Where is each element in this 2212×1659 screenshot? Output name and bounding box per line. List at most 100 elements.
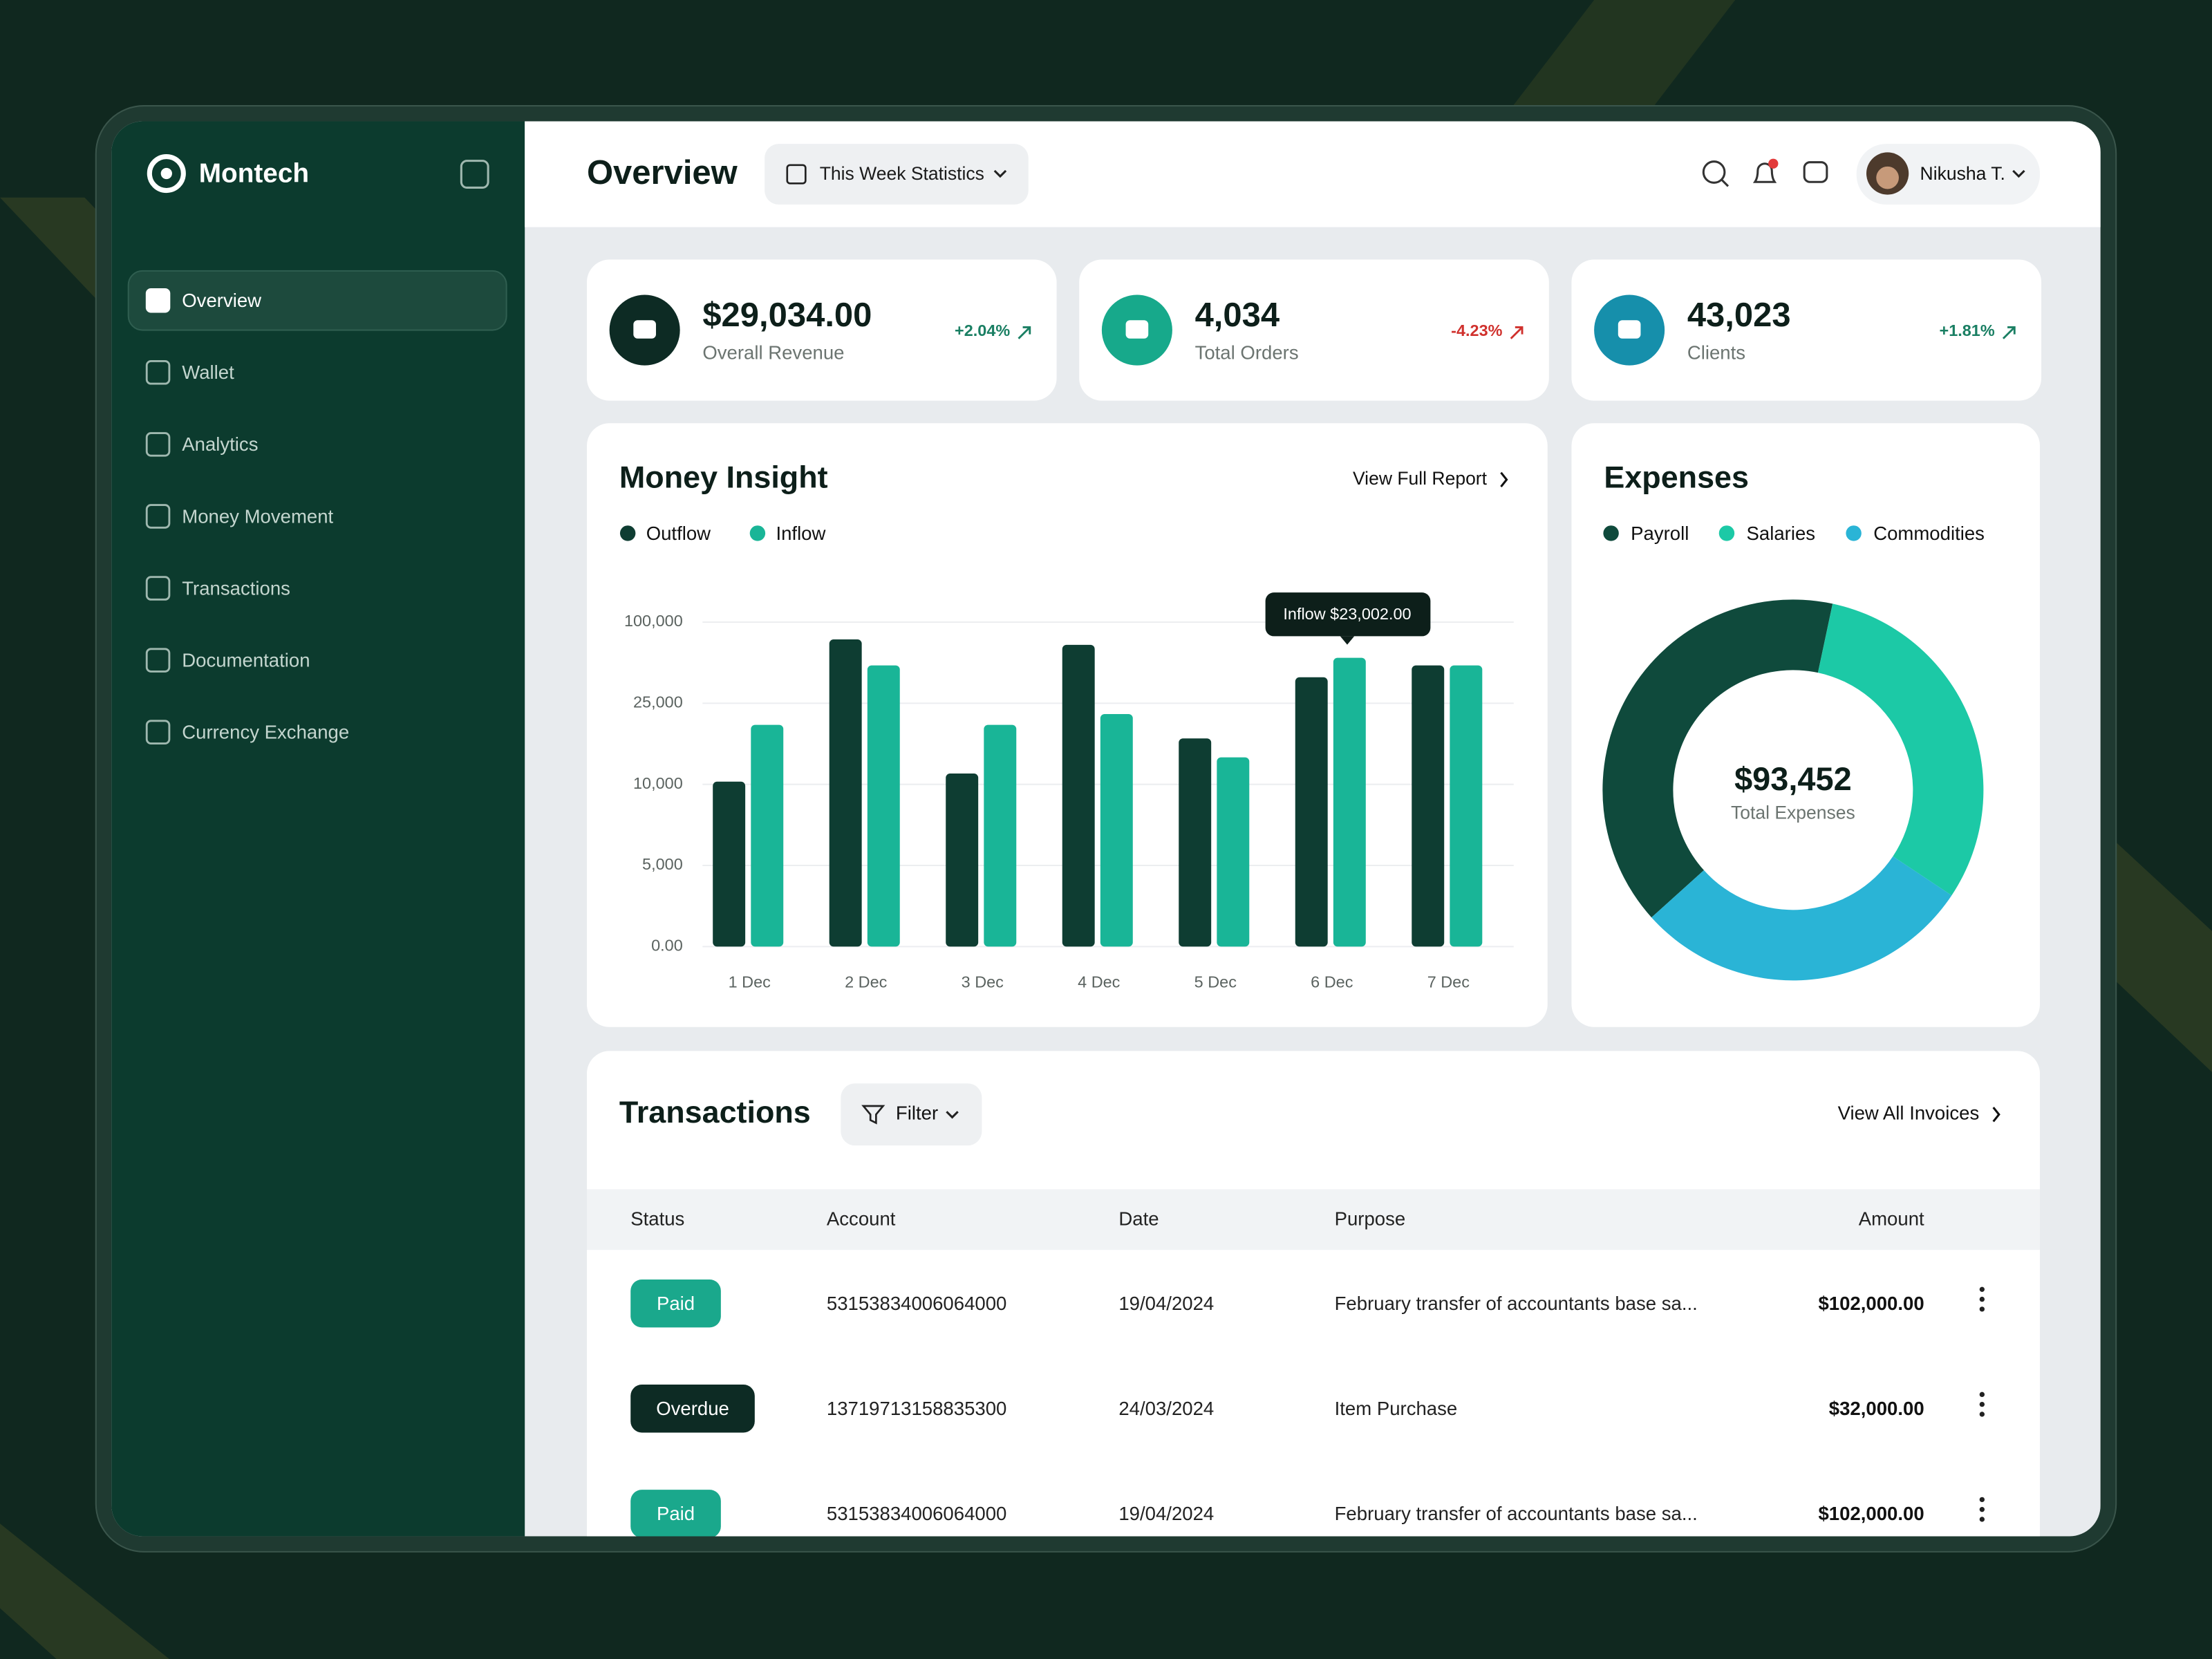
- chevron-right[interactable]: [1992, 1107, 2000, 1123]
- trend-arrow: [1510, 326, 1524, 339]
- menu-dot[interactable]: [1979, 1507, 1985, 1512]
- expenses-title: Expenses: [1604, 460, 1749, 495]
- bar: [829, 639, 862, 947]
- x-tick-label: 6 Dec: [1311, 973, 1353, 991]
- bar: [984, 724, 1017, 947]
- legend-dot: [619, 525, 636, 541]
- bell-badge: [1768, 158, 1779, 169]
- legend-label: Payroll: [1631, 523, 1689, 544]
- nav-icon: [145, 360, 171, 385]
- menu-dot[interactable]: [1979, 1401, 1985, 1407]
- legend-label: Outflow: [646, 523, 711, 544]
- purpose: February transfer of accountants base sa…: [1335, 1293, 1698, 1314]
- collapse-button[interactable]: [460, 160, 489, 189]
- chevron: [993, 169, 1007, 178]
- filter-button[interactable]: [841, 1083, 982, 1146]
- bar: [867, 665, 900, 947]
- tooltip: [1265, 592, 1431, 637]
- account: 53153834006064000: [827, 1503, 1006, 1524]
- amount: $102,000.00: [1818, 1503, 1924, 1524]
- x-tick-label: 7 Dec: [1427, 973, 1470, 991]
- chart-link: View Full Report: [1353, 468, 1488, 489]
- calendar-icon: [786, 164, 807, 185]
- search-icon[interactable]: [1702, 160, 1726, 184]
- legend-dot: [1603, 525, 1619, 541]
- stat-icon-glyph: [1125, 320, 1149, 339]
- stat-value: 43,023: [1687, 297, 1791, 334]
- y-tick-label: 0.00: [651, 937, 683, 955]
- bell-icon[interactable]: [1752, 162, 1777, 183]
- stat-icon-glyph: [633, 320, 656, 339]
- logo-dot: [160, 167, 172, 180]
- column-header: Amount: [1859, 1208, 1924, 1230]
- column-header: Status: [630, 1208, 684, 1230]
- chat-icon[interactable]: [1803, 161, 1828, 183]
- chart-title: Money Insight: [619, 460, 828, 495]
- status-pill: [630, 1385, 755, 1433]
- table-header-bg: [586, 1189, 2041, 1250]
- bar: [1062, 644, 1095, 947]
- bar: [1295, 677, 1328, 947]
- nav-icon: [145, 648, 171, 673]
- date: 19/04/2024: [1118, 1503, 1214, 1524]
- tooltip-text: Inflow $23,002.00: [1283, 605, 1411, 623]
- stat-label: Clients: [1687, 342, 1745, 364]
- status-label: Paid: [657, 1293, 695, 1314]
- x-tick-label: 3 Dec: [962, 973, 1004, 991]
- menu-dot[interactable]: [1979, 1391, 1985, 1398]
- bar: [946, 774, 979, 947]
- menu-dot[interactable]: [1979, 1286, 1985, 1292]
- menu-dot[interactable]: [1979, 1517, 1985, 1522]
- stat-card: [586, 259, 1057, 401]
- nav-label: Transactions: [182, 577, 290, 599]
- amount: $102,000.00: [1818, 1293, 1924, 1314]
- date: 19/04/2024: [1118, 1293, 1214, 1314]
- donut-segment: [1817, 603, 1984, 896]
- trend-arrow: [2002, 326, 2016, 339]
- menu-dot[interactable]: [1979, 1296, 1985, 1302]
- donut-segment: [1651, 856, 1952, 981]
- y-tick-label: 25,000: [633, 693, 683, 711]
- chevron-right[interactable]: [1500, 471, 1508, 488]
- stat-label: Overall Revenue: [702, 342, 844, 364]
- brand: Montech: [199, 158, 309, 188]
- purpose: Item Purchase: [1335, 1398, 1458, 1419]
- status-pill: [630, 1280, 721, 1328]
- status-pill: [630, 1490, 721, 1537]
- trend-arrow: [1018, 326, 1031, 339]
- x-tick-label: 2 Dec: [845, 973, 888, 991]
- stat-value: 4,034: [1195, 297, 1280, 334]
- invoices-link: View All Invoices: [1838, 1103, 1980, 1124]
- bar: [1412, 665, 1445, 947]
- menu-dot[interactable]: [1979, 1497, 1985, 1503]
- logo-mark: [147, 153, 186, 194]
- account: 53153834006064000: [827, 1293, 1006, 1314]
- nav-icon: [145, 432, 171, 457]
- amount: $32,000.00: [1829, 1398, 1924, 1419]
- nav-label: Money Movement: [182, 505, 333, 527]
- nav-icon: [145, 576, 171, 601]
- nav-icon: [145, 504, 171, 529]
- nav-label: Analytics: [182, 433, 258, 455]
- nav-label: Currency Exchange: [182, 722, 349, 743]
- sidebar: [111, 121, 525, 1537]
- legend-dot: [1846, 525, 1862, 541]
- column-header: Date: [1118, 1208, 1159, 1230]
- transactions-card: [586, 1051, 2041, 1537]
- period-button[interactable]: [765, 144, 1029, 205]
- date: 24/03/2024: [1118, 1398, 1214, 1419]
- y-tick-label: 10,000: [633, 774, 683, 792]
- y-tick-label: 100,000: [624, 612, 683, 630]
- menu-dot[interactable]: [1979, 1306, 1985, 1312]
- nav-active-bg: [127, 270, 507, 331]
- legend-dot: [749, 525, 766, 541]
- legend-label: Salaries: [1747, 523, 1816, 544]
- nav-label: Wallet: [182, 362, 234, 383]
- app: Montech Overview Wallet Analytics Money Move…: [111, 121, 2101, 1537]
- bar: [1100, 713, 1133, 947]
- x-tick-label: 5 Dec: [1194, 973, 1237, 991]
- donut-label: Total Expenses: [1731, 803, 1855, 823]
- menu-dot[interactable]: [1979, 1412, 1985, 1417]
- column-header: Purpose: [1335, 1208, 1406, 1230]
